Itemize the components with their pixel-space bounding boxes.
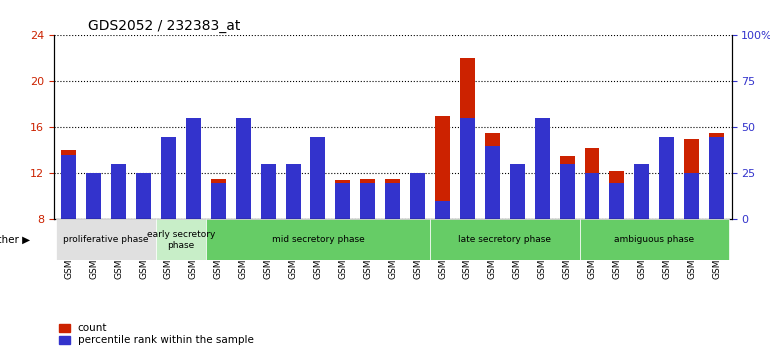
Bar <box>161 137 176 219</box>
Text: early secretory
phase: early secretory phase <box>147 230 215 250</box>
Bar <box>211 179 226 219</box>
Text: late secretory phase: late secretory phase <box>458 235 551 244</box>
Bar <box>86 179 101 219</box>
Bar <box>186 118 201 219</box>
Bar <box>659 141 675 219</box>
Bar <box>609 171 624 219</box>
Bar <box>286 170 300 219</box>
Bar <box>62 155 76 219</box>
Bar <box>136 187 151 219</box>
Bar <box>485 133 500 219</box>
Bar <box>410 173 425 219</box>
Bar <box>261 165 276 219</box>
Bar <box>435 201 450 219</box>
Text: ambiguous phase: ambiguous phase <box>614 235 695 244</box>
Bar <box>634 181 649 219</box>
Bar <box>385 179 400 219</box>
Legend: count, percentile rank within the sample: count, percentile rank within the sample <box>59 323 254 345</box>
Bar <box>709 133 724 219</box>
Bar <box>62 150 76 219</box>
Bar <box>460 58 475 219</box>
FancyBboxPatch shape <box>206 219 430 260</box>
Bar <box>360 179 375 219</box>
FancyBboxPatch shape <box>580 219 729 260</box>
Bar <box>435 116 450 219</box>
Bar <box>460 118 475 219</box>
Bar <box>534 118 550 219</box>
Bar <box>310 137 326 219</box>
Bar <box>584 148 600 219</box>
Bar <box>336 181 350 219</box>
Bar <box>584 173 600 219</box>
Bar <box>111 164 126 219</box>
Bar <box>310 157 326 219</box>
Bar <box>510 185 524 219</box>
Bar <box>360 183 375 219</box>
Bar <box>485 146 500 219</box>
FancyBboxPatch shape <box>156 219 206 260</box>
Bar <box>111 179 126 219</box>
Bar <box>261 164 276 219</box>
Bar <box>385 183 400 219</box>
Bar <box>534 124 550 219</box>
Bar <box>685 139 699 219</box>
Bar <box>510 164 524 219</box>
Bar <box>211 183 226 219</box>
Text: proliferative phase: proliferative phase <box>63 235 149 244</box>
Text: mid secretory phase: mid secretory phase <box>272 235 364 244</box>
Bar <box>634 164 649 219</box>
Bar <box>286 164 300 219</box>
Bar <box>560 156 574 219</box>
Bar <box>136 173 151 219</box>
Bar <box>186 148 201 219</box>
Bar <box>659 137 675 219</box>
FancyBboxPatch shape <box>56 219 156 260</box>
Bar <box>560 164 574 219</box>
Text: other ▶: other ▶ <box>0 235 30 245</box>
Bar <box>685 173 699 219</box>
Bar <box>609 183 624 219</box>
Bar <box>86 173 101 219</box>
Bar <box>161 172 176 219</box>
Bar <box>410 176 425 219</box>
Text: GDS2052 / 232383_at: GDS2052 / 232383_at <box>88 19 240 33</box>
Bar <box>336 183 350 219</box>
Bar <box>709 137 724 219</box>
Bar <box>236 118 251 219</box>
Bar <box>236 157 251 219</box>
FancyBboxPatch shape <box>430 219 580 260</box>
